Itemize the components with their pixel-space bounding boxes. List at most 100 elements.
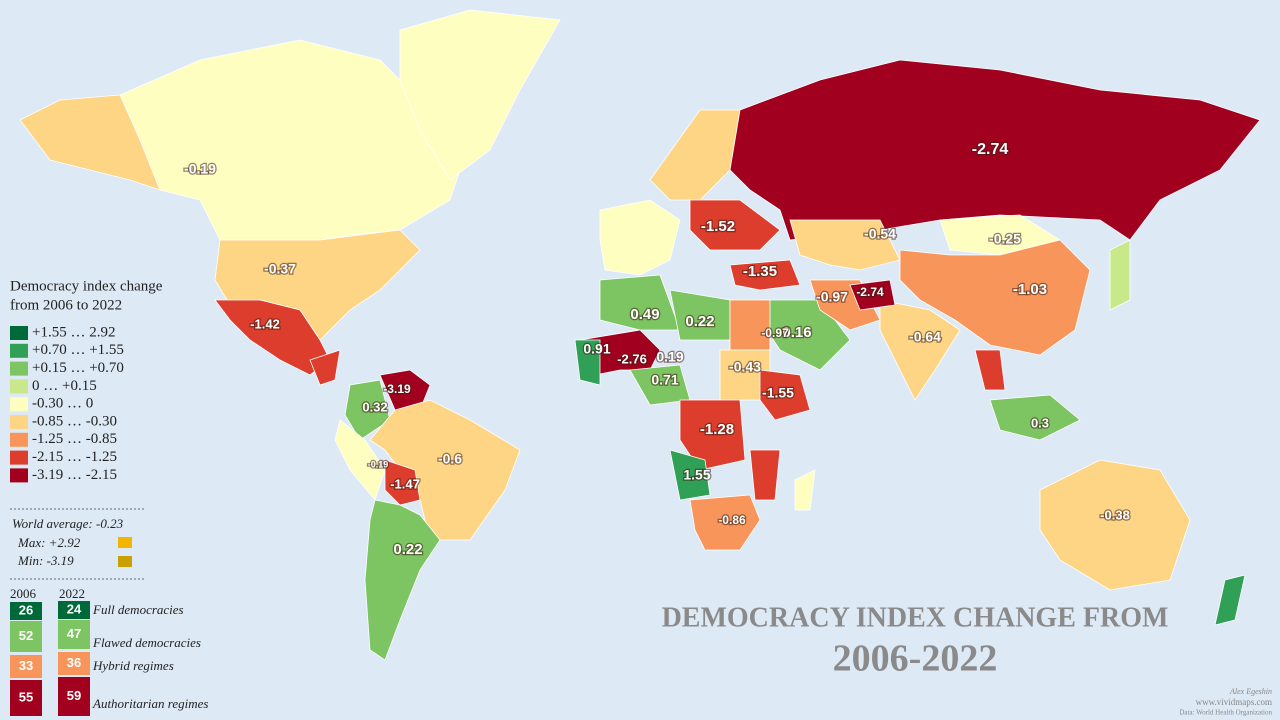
map-label: -1.52 — [701, 218, 735, 235]
map-label: -1.55 — [762, 385, 794, 401]
map-label: 0.71 — [651, 372, 678, 388]
map-label: -3.19 — [383, 382, 411, 396]
regime-name: Full democracies — [92, 602, 184, 617]
country — [759, 369, 811, 421]
country — [729, 259, 801, 291]
map-label: 0.16 — [782, 324, 811, 341]
map-label: -2.74 — [856, 285, 884, 299]
legend-label: -0.30 … 0 — [32, 396, 93, 412]
map-label: -2.74 — [972, 141, 1009, 158]
credit: www.vividmaps.com — [1196, 697, 1272, 707]
map-labels: -2.74 -0.19 -0.37 -1.42 -3.19 0.32 -0.6 -1.47 0.… — [183, 140, 1131, 559]
map-label: -0.37 — [264, 261, 296, 277]
regime-box — [10, 655, 42, 678]
map-label: -0.86 — [718, 513, 746, 527]
country — [1214, 574, 1246, 626]
country — [19, 94, 161, 191]
country — [379, 369, 431, 411]
map-label: -0.43 — [729, 359, 761, 375]
map-label: -0.97 — [761, 326, 789, 340]
legend-swatch — [10, 379, 28, 394]
year-header: 2006 — [10, 586, 37, 601]
regime-box — [10, 680, 42, 716]
legend-swatch — [10, 343, 28, 358]
legend-title: from 2006 to 2022 — [10, 297, 122, 313]
legend-swatch — [10, 432, 28, 447]
regime-box — [58, 677, 90, 716]
regime-count: 55 — [19, 689, 33, 704]
legend-title: Democracy index change — [10, 278, 163, 294]
map-label: -0.19 — [368, 459, 389, 469]
regime-count: 33 — [19, 658, 33, 673]
legend-label: -2.15 … -1.25 — [32, 449, 117, 465]
regimes-table: 26 24 Full democracies 52 47 Flawed democraci… — [10, 601, 208, 716]
regime-count: 59 — [67, 688, 81, 703]
country — [794, 469, 816, 511]
legend-label: -3.19 … -2.15 — [32, 467, 117, 483]
map-label: -1.35 — [743, 263, 777, 280]
regime-name: Flawed democracies — [92, 635, 201, 650]
legend-label: -0.85 … -0.30 — [32, 413, 117, 429]
map-label: -1.42 — [250, 316, 280, 331]
legend-swatch — [10, 450, 28, 465]
map-label: 0.19 — [656, 349, 683, 365]
regime-count: 24 — [67, 601, 82, 616]
country — [689, 199, 781, 251]
legend-label: +0.70 … +1.55 — [32, 342, 124, 358]
country — [364, 499, 441, 661]
regime-count: 52 — [19, 628, 33, 643]
country — [669, 449, 711, 501]
country — [689, 494, 761, 551]
country — [849, 279, 896, 311]
map-label: -0.19 — [184, 161, 216, 177]
country — [369, 399, 521, 541]
map-label: -0.97 — [816, 289, 848, 305]
map-label: -0.64 — [909, 329, 941, 345]
legend-swatch — [10, 415, 28, 429]
map-label: -0.54 — [864, 226, 896, 242]
map-label: -1.28 — [700, 421, 734, 438]
country — [879, 299, 961, 401]
country — [1039, 459, 1191, 591]
stat: World average: -0.23 — [12, 516, 124, 531]
country — [384, 459, 421, 506]
regions — [19, 9, 1261, 661]
map-label: 0.49 — [630, 306, 659, 323]
regime-box — [58, 652, 90, 675]
map-label: -0.38 — [1100, 507, 1130, 522]
map-label: -1.03 — [1013, 281, 1047, 298]
legend-label: +0.15 … +0.70 — [32, 360, 124, 376]
legend-label: 0 … +0.15 — [32, 378, 97, 394]
country — [399, 9, 561, 181]
regime-box — [10, 621, 42, 652]
country — [974, 349, 1006, 391]
legend-label: +1.55 … 2.92 — [32, 324, 115, 340]
map-title: 2006-2022 — [833, 638, 998, 680]
regime-name: Authoritarian regimes — [92, 696, 208, 711]
year-header: 2022 — [59, 586, 85, 601]
map-label: 0.22 — [685, 313, 714, 330]
legend-swatch — [10, 326, 28, 340]
map-label: -1.47 — [390, 476, 420, 491]
country — [599, 274, 681, 331]
legend-swatch — [10, 361, 28, 376]
country — [789, 219, 901, 271]
flag-icon — [118, 556, 132, 567]
regime-box — [10, 602, 42, 620]
country — [1109, 239, 1131, 311]
credit: Alex Egeshin — [1229, 687, 1272, 696]
map-label: 1.55 — [683, 467, 710, 483]
legend-swatch — [10, 397, 28, 412]
regime-count: 26 — [19, 602, 33, 617]
country — [574, 339, 601, 386]
regime-count: 36 — [67, 655, 81, 670]
map-label: 0.3 — [1031, 415, 1049, 430]
regime-box — [58, 601, 90, 619]
map-label: -2.76 — [617, 351, 647, 366]
map-label: 0.22 — [393, 541, 422, 558]
map-title: DEMOCRACY INDEX CHANGE FROM — [662, 602, 1169, 633]
country — [344, 379, 391, 441]
country — [749, 449, 781, 501]
map-label: 0.32 — [362, 399, 387, 414]
